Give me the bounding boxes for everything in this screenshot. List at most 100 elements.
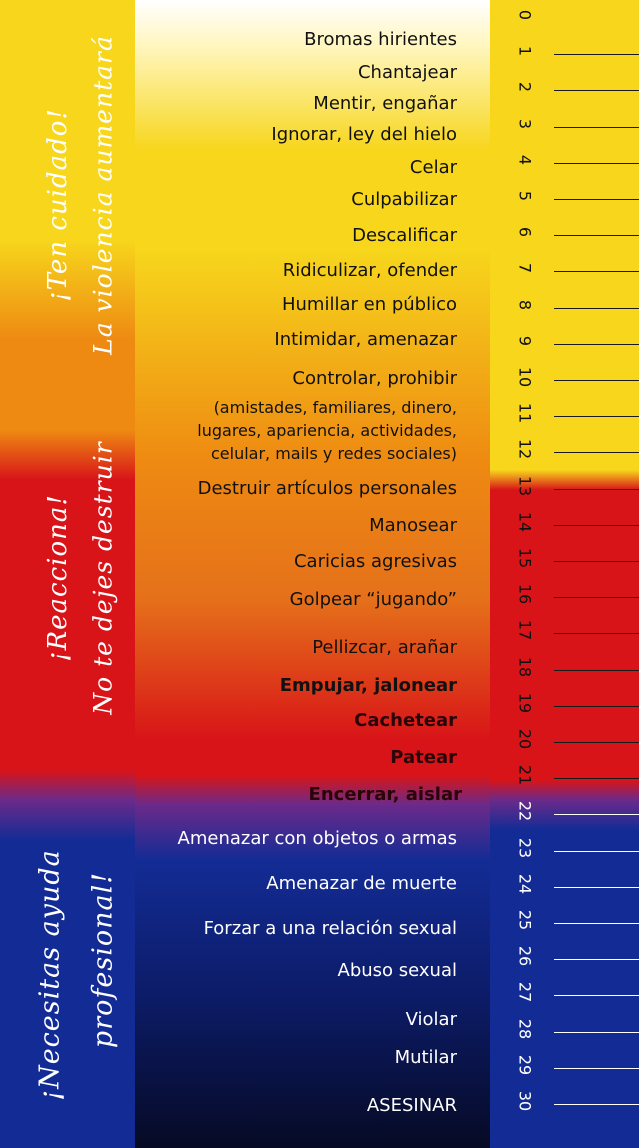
violence-item: Amenazar con objetos o armas xyxy=(177,828,457,849)
violence-item: Mentir, engañar xyxy=(313,93,457,114)
scale-number: 3 xyxy=(515,118,535,129)
scale-number: 1 xyxy=(515,46,535,57)
scale-tick xyxy=(554,162,639,164)
violence-item: Celar xyxy=(409,157,457,178)
scale-number: 26 xyxy=(515,946,535,967)
violence-item: celular, mails y redes sociales) xyxy=(210,444,457,463)
scale-tick xyxy=(554,380,639,381)
scale-number: 18 xyxy=(515,656,535,677)
scale-tick xyxy=(554,199,639,200)
scale-number: 2 xyxy=(515,82,535,93)
scale-number: 8 xyxy=(515,299,535,310)
scale-tick xyxy=(554,90,639,92)
violence-item: Mutilar xyxy=(394,1047,457,1068)
scale-number: 22 xyxy=(515,801,535,822)
left-color-band xyxy=(0,0,135,1148)
scale-number: 28 xyxy=(515,1018,535,1039)
scale-number: 9 xyxy=(515,335,535,346)
scale-tick xyxy=(554,416,639,418)
scale-tick xyxy=(554,126,639,128)
violence-item: Empujar, jalonear xyxy=(279,675,457,696)
scale-tick xyxy=(554,850,639,852)
scale-tick xyxy=(554,597,639,599)
scale-number: 4 xyxy=(515,154,535,165)
scale-tick xyxy=(554,561,639,562)
scale-tick xyxy=(554,959,639,961)
scale-number: 27 xyxy=(515,982,535,1003)
scale-number: 30 xyxy=(515,1090,535,1112)
violence-item: Encerrar, aislar xyxy=(308,784,462,805)
scale-number: 23 xyxy=(515,837,535,858)
scale-number: 7 xyxy=(515,263,535,274)
violence-item: Abuso sexual xyxy=(337,960,458,981)
scale-tick xyxy=(554,488,639,490)
scale-number: 16 xyxy=(515,584,535,605)
right-color-band xyxy=(490,0,639,1148)
violence-item: Patear xyxy=(390,747,457,768)
scale-number: 17 xyxy=(515,620,535,641)
violence-item: Violar xyxy=(405,1009,457,1030)
scale-number: 0 xyxy=(515,9,535,21)
scale-number: 11 xyxy=(515,403,535,424)
scale-number: 21 xyxy=(515,765,535,786)
violence-item: Controlar, prohibir xyxy=(292,368,457,389)
scale-tick xyxy=(554,524,639,526)
scale-tick xyxy=(554,452,639,454)
violence-item: Culpabilizar xyxy=(351,189,457,210)
scale-number: 29 xyxy=(515,1054,535,1075)
scale-number: 12 xyxy=(515,439,535,460)
scale-tick xyxy=(554,307,639,309)
scale-number: 14 xyxy=(515,511,535,532)
warning-1-line2: La violencia aumentará xyxy=(88,35,118,355)
warning-2-line2: No te dejes destruir xyxy=(88,441,118,715)
violence-item: Ridiculizar, ofender xyxy=(282,260,457,281)
scale-tick xyxy=(554,814,639,816)
scale-tick xyxy=(554,705,639,707)
violence-item: Manosear xyxy=(369,515,457,536)
scale-number: 13 xyxy=(515,475,535,496)
violence-item: Intimidar, amenazar xyxy=(274,329,457,350)
warning-3-line2: profesional! xyxy=(87,871,119,1049)
warning-2-line1: ¡Reacciona! xyxy=(43,494,73,662)
violence-item: Golpear “jugando” xyxy=(289,589,457,610)
violence-item: Amenazar de muerte xyxy=(266,873,457,894)
violence-item: Bromas hirientes xyxy=(304,29,457,50)
scale-tick xyxy=(554,54,639,56)
warning-3-line1: ¡Necesitas ayuda xyxy=(34,849,66,1101)
violence-item: Forzar a una relación sexual xyxy=(203,918,457,939)
scale-tick xyxy=(554,886,639,888)
scale-number: 10 xyxy=(515,366,535,388)
scale-tick xyxy=(554,742,639,743)
violence-item: Ignorar, ley del hielo xyxy=(271,124,457,145)
violence-item: ASESINAR xyxy=(366,1095,457,1116)
violence-item: Destruir artículos personales xyxy=(197,478,457,499)
violence-item: Humillar en público xyxy=(281,294,457,315)
scale-number: 24 xyxy=(515,873,535,894)
scale-number: 20 xyxy=(515,728,535,750)
scale-number: 19 xyxy=(515,692,535,713)
scale-tick xyxy=(554,633,639,635)
violence-item: Descalificar xyxy=(352,225,457,246)
warning-1-line1: ¡Ten cuidado! xyxy=(43,108,73,302)
scale-number: 15 xyxy=(515,547,535,569)
violence-item: Cachetear xyxy=(354,710,457,731)
scale-number: 6 xyxy=(515,227,535,238)
center-color-band xyxy=(135,0,490,1148)
scale-tick xyxy=(554,923,639,924)
violence-item: Caricias agresivas xyxy=(293,551,457,572)
scale-tick xyxy=(554,778,639,780)
scale-tick xyxy=(554,1067,639,1069)
violence-item: (amistades, familiares, dinero, xyxy=(213,398,457,417)
scale-number: 5 xyxy=(515,190,535,202)
scale-number: 25 xyxy=(515,909,535,931)
scale-tick xyxy=(554,1031,639,1033)
violence-item: Chantajear xyxy=(357,62,457,83)
scale-tick xyxy=(554,995,639,997)
scale-tick xyxy=(554,669,639,671)
scale-tick xyxy=(554,1104,639,1105)
scale-tick xyxy=(554,235,639,237)
violence-item: lugares, apariencia, actividades, xyxy=(197,421,457,440)
scale-tick xyxy=(554,343,639,345)
violence-item: Pellizcar, arañar xyxy=(312,637,457,658)
